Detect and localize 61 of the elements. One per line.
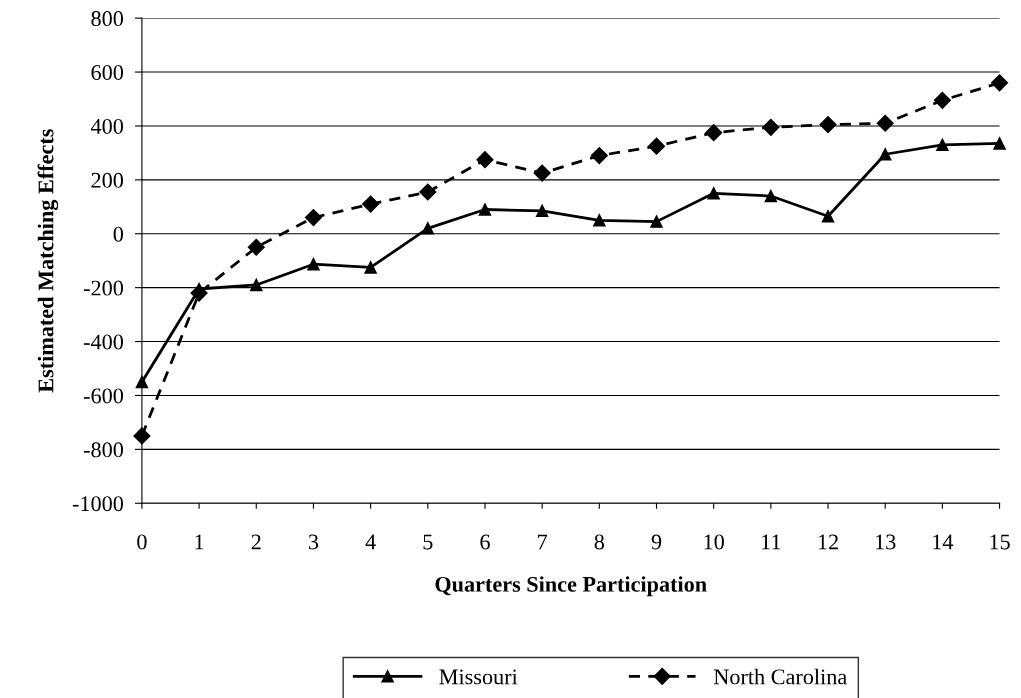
point xyxy=(936,138,949,152)
x-tick-label: 9 xyxy=(651,534,662,550)
x-tick-label: 4 xyxy=(365,534,376,550)
point xyxy=(764,189,778,203)
point xyxy=(535,204,549,218)
y-tick-label: 200 xyxy=(91,172,124,188)
x-tick-label: 14 xyxy=(933,534,954,550)
legend-label: North Carolina xyxy=(713,668,847,685)
point xyxy=(307,257,320,271)
y-tick-label: -1000 xyxy=(72,496,124,512)
point xyxy=(478,203,492,216)
x-tick-label: 11 xyxy=(762,534,781,550)
point xyxy=(362,195,380,213)
point xyxy=(421,222,435,235)
point xyxy=(647,137,666,155)
point xyxy=(705,124,723,142)
point xyxy=(650,215,663,228)
point xyxy=(993,137,1006,150)
y-tick-label: 600 xyxy=(91,64,124,80)
y-tick-label: -800 xyxy=(83,442,124,458)
point xyxy=(250,278,263,292)
point xyxy=(304,209,322,227)
point xyxy=(933,91,951,109)
point xyxy=(878,147,892,161)
y-tick-label: -200 xyxy=(83,280,124,296)
x-tick-label: 12 xyxy=(818,534,838,550)
point xyxy=(819,116,837,134)
point xyxy=(991,74,1009,92)
point xyxy=(476,151,494,169)
y-tick-label: -400 xyxy=(83,334,124,350)
point xyxy=(533,164,551,182)
point xyxy=(590,147,608,165)
y-axis-title: Estimated Matching Effects xyxy=(37,129,59,393)
point xyxy=(364,261,377,274)
x-tick-label: 7 xyxy=(538,534,548,550)
y-tick-label: 0 xyxy=(113,226,124,242)
y-tick-label: -600 xyxy=(83,388,124,404)
point xyxy=(192,282,206,296)
x-axis-title: Quarters Since Participation xyxy=(435,576,707,597)
x-tick-label: 10 xyxy=(704,534,724,550)
point xyxy=(133,427,151,445)
x-tick-label: 8 xyxy=(594,534,605,550)
point xyxy=(707,187,720,200)
y-tick-label: 800 xyxy=(91,11,124,27)
x-tick-label: 5 xyxy=(423,534,433,550)
point xyxy=(247,238,265,256)
point xyxy=(821,209,835,223)
x-tick-label: 6 xyxy=(480,534,490,550)
point xyxy=(762,118,780,136)
point xyxy=(419,183,437,201)
y-tick-label: 400 xyxy=(90,118,124,134)
point xyxy=(593,214,606,227)
x-tick-label: 13 xyxy=(876,534,896,550)
x-tick-label: 1 xyxy=(195,534,204,550)
point xyxy=(876,114,894,132)
x-tick-label: 2 xyxy=(251,534,261,550)
x-tick-label: 0 xyxy=(137,534,147,550)
x-tick-label: 15 xyxy=(990,534,1010,550)
x-tick-label: 3 xyxy=(308,534,319,550)
legend-label: Missouri xyxy=(439,669,518,685)
point xyxy=(135,375,149,389)
